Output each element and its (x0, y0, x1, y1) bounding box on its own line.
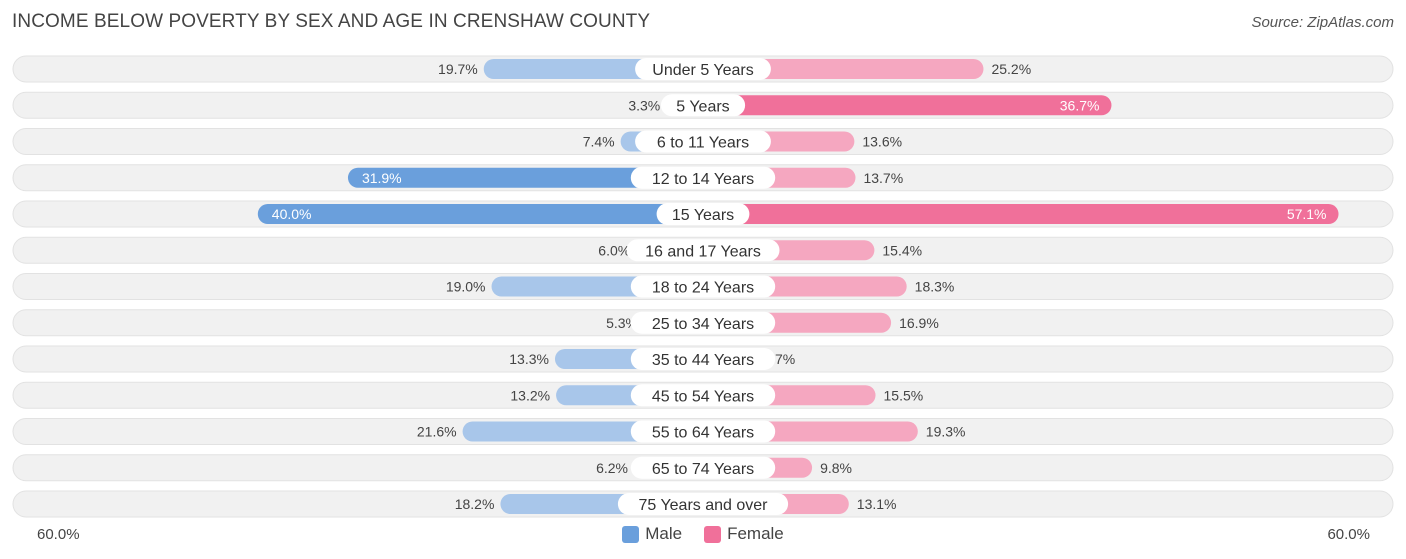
category-pill (630, 311, 776, 334)
legend-item-female[interactable]: Female (704, 524, 784, 544)
category-pill (630, 456, 776, 479)
axis-right-label: 60.0% (1327, 526, 1370, 543)
female-value-label: 15.5% (884, 387, 924, 403)
category-pill (635, 130, 771, 153)
category-label: 25 to 34 Years (652, 316, 754, 333)
legend-swatch-female (704, 525, 722, 543)
category-pill (630, 384, 776, 407)
female-value-label: 36.7% (1060, 97, 1100, 113)
category-label: 5 Years (676, 98, 729, 115)
category-label: 35 to 44 Years (652, 352, 754, 369)
female-value-label: 57.1% (1287, 206, 1327, 222)
female-bar (703, 59, 984, 79)
category-label: 55 to 64 Years (652, 425, 754, 442)
legend-label-female: Female (727, 524, 784, 543)
category-label: 15 Years (672, 207, 734, 224)
male-value-label: 6.0% (598, 242, 630, 258)
category-pill (630, 348, 776, 370)
female-bar (703, 95, 1112, 116)
category-label: 18 to 24 Years (652, 280, 754, 297)
female-value-label: 25.2% (991, 61, 1031, 77)
category-pill (626, 239, 780, 262)
chart-title: INCOME BELOW POVERTY BY SEX AND AGE IN C… (12, 11, 651, 32)
category-label: 75 Years and over (639, 497, 769, 514)
male-value-label: 3.3% (628, 97, 660, 113)
category-pill (656, 203, 750, 225)
legend-item-male[interactable]: Male (622, 524, 682, 544)
male-value-label: 13.2% (510, 387, 550, 403)
category-label: 6 to 11 Years (657, 135, 749, 152)
category-pill (630, 420, 776, 443)
category-label: 12 to 14 Years (652, 171, 754, 188)
male-value-label: 6.2% (596, 460, 628, 476)
female-bar (703, 204, 1339, 224)
category-pill (660, 94, 746, 117)
male-value-label: 40.0% (272, 206, 312, 222)
source-label: Source: ZipAtlas.com (1251, 14, 1394, 31)
female-value-label: 13.7% (863, 170, 903, 186)
category-pill (635, 58, 771, 80)
male-bar (347, 167, 703, 188)
category-label: 16 and 17 Years (645, 243, 761, 260)
female-value-label: 18.3% (915, 279, 955, 295)
male-value-label: 21.6% (417, 424, 457, 440)
male-value-label: 19.0% (446, 279, 486, 295)
category-label: Under 5 Years (652, 62, 753, 79)
male-value-label: 7.4% (583, 134, 615, 150)
bar-chart: 19.7% 25.2% Under 5 Years 3.3% 36.7% 5 Years 7… (12, 55, 1394, 518)
male-value-label: 5.3% (606, 315, 638, 331)
category-label: 65 to 74 Years (652, 461, 754, 478)
male-value-label: 13.3% (509, 351, 549, 367)
category-label: 45 to 54 Years (652, 388, 754, 405)
category-pill (630, 166, 776, 189)
legend-swatch-male (622, 525, 640, 543)
male-bar (257, 204, 703, 224)
male-value-label: 19.7% (438, 61, 478, 77)
legend-label-male: Male (645, 524, 683, 543)
legend: Male Female (0, 524, 1406, 544)
male-value-label: 18.2% (455, 496, 495, 512)
female-value-label: 15.4% (882, 242, 922, 258)
female-value-label: 9.8% (820, 460, 852, 476)
male-value-label: 31.9% (362, 170, 402, 186)
female-value-label: 16.9% (899, 315, 939, 331)
axis-left-label: 60.0% (37, 526, 80, 543)
category-pill (617, 493, 789, 515)
female-value-label: 19.3% (926, 424, 966, 440)
category-pill (630, 275, 776, 298)
female-value-label: 13.6% (862, 134, 902, 150)
female-value-label: 13.1% (857, 496, 897, 512)
